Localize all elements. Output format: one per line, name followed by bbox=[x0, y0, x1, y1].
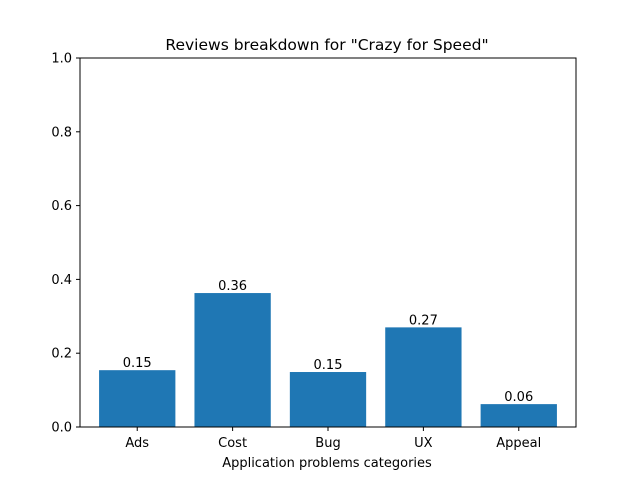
x-tick-label-ux: UX bbox=[414, 436, 433, 451]
bar-ads bbox=[99, 370, 176, 427]
x-tick-label-cost: Cost bbox=[218, 436, 247, 451]
y-tick-label-4: 0.8 bbox=[51, 125, 72, 140]
plot-frame bbox=[79, 57, 577, 428]
y-tick-label-2: 0.4 bbox=[51, 273, 72, 288]
x-axis: Ads Cost Bug UX Appeal bbox=[125, 427, 541, 451]
y-tick-label-1: 0.2 bbox=[51, 347, 72, 362]
y-tick-label-0: 0.0 bbox=[51, 421, 72, 436]
chart-title: Reviews breakdown for "Crazy for Speed" bbox=[165, 36, 488, 54]
x-tick-label-ads: Ads bbox=[125, 436, 149, 451]
x-tick-label-appeal: Appeal bbox=[496, 436, 541, 451]
data-label-bug: 0.15 bbox=[314, 358, 343, 373]
data-label-ads: 0.15 bbox=[123, 356, 152, 371]
bar-cost bbox=[194, 293, 271, 427]
y-tick-label-5: 1.0 bbox=[51, 52, 72, 67]
bar-ux bbox=[385, 327, 462, 427]
data-label-ux: 0.27 bbox=[409, 313, 438, 328]
data-label-cost: 0.36 bbox=[218, 279, 247, 294]
bar-bug bbox=[289, 372, 367, 427]
y-tick-label-3: 0.6 bbox=[51, 199, 72, 214]
y-axis: 0.0 0.2 0.4 0.6 0.8 1.0 bbox=[51, 52, 80, 436]
data-label-appeal: 0.06 bbox=[504, 390, 533, 405]
x-axis-label: Application problems categories bbox=[222, 456, 432, 471]
data-labels-group: 0.15 0.36 0.15 0.27 0.06 bbox=[123, 279, 533, 405]
bars-group bbox=[99, 293, 557, 427]
bar-appeal bbox=[480, 404, 557, 427]
x-tick-label-bug: Bug bbox=[315, 436, 340, 451]
